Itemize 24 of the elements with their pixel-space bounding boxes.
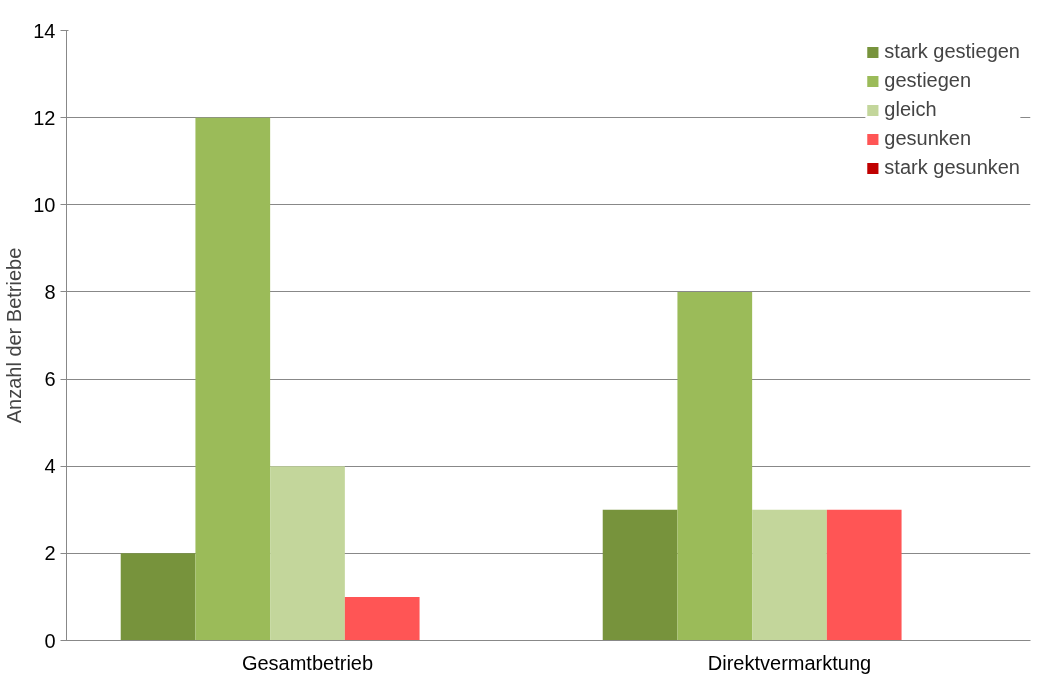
legend-label: stark gestiegen (884, 40, 1020, 63)
bar (120, 553, 196, 641)
bar (677, 291, 753, 641)
bar (826, 509, 902, 641)
legend-label: gleich (884, 98, 937, 121)
legend-label: gestiegen (884, 69, 972, 92)
legend-label: stark gesunken (884, 156, 1020, 179)
bar (602, 509, 678, 641)
bar (195, 117, 271, 641)
y-tick-label: 12 (33, 106, 56, 129)
bar (344, 596, 420, 641)
y-tick-label: 4 (44, 455, 56, 478)
y-tick-label: 14 (33, 19, 56, 42)
y-tick-label: 8 (44, 280, 56, 303)
bar (752, 509, 827, 641)
y-tick-label: 2 (44, 542, 56, 565)
bar (270, 466, 345, 641)
x-tick-label: Gesamtbetrieb (241, 651, 374, 674)
x-tick-label: Direktvermarktung (707, 651, 872, 674)
y-tick-label: 0 (44, 629, 56, 652)
y-axis-title: Anzahl der Betriebe (3, 247, 26, 424)
y-tick-label: 10 (33, 193, 56, 216)
legend-label: gesunken (884, 127, 972, 150)
y-tick-label: 6 (44, 368, 56, 391)
